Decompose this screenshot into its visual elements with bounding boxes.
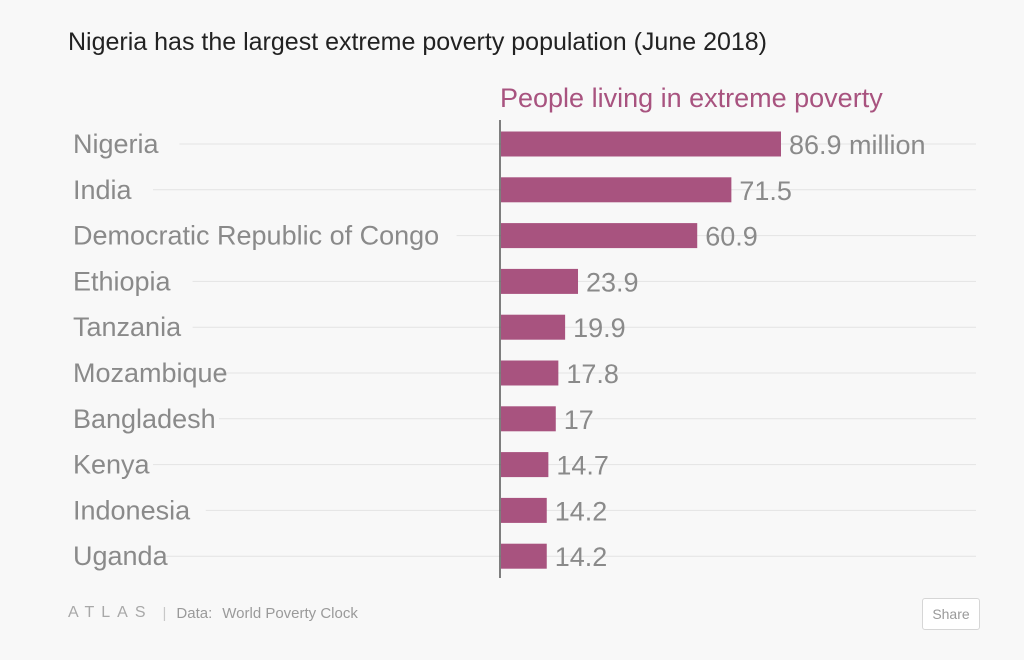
bar bbox=[501, 177, 732, 203]
bar-chart: Nigeria India Democratic Republic of Congo… bbox=[73, 83, 976, 578]
footer: ATLAS | Data: World Poverty Clock bbox=[68, 604, 358, 622]
bar bbox=[501, 314, 566, 340]
bar bbox=[501, 543, 547, 569]
footer-separator: | bbox=[162, 604, 167, 622]
value-label: 71.5 bbox=[739, 176, 792, 206]
value-label: 17.8 bbox=[566, 359, 619, 389]
gridlines bbox=[153, 143, 976, 557]
source-prefix: Data: bbox=[176, 604, 213, 622]
category-label: Ethiopia bbox=[73, 266, 172, 296]
value-label: 19.9 bbox=[573, 313, 626, 343]
bar bbox=[501, 268, 579, 294]
bar bbox=[501, 223, 698, 249]
value-label: 86.9 million bbox=[789, 130, 926, 160]
series-header: People living in extreme poverty bbox=[500, 83, 883, 113]
source-name: World Poverty Clock bbox=[222, 604, 358, 622]
value-label: 14.7 bbox=[556, 451, 609, 481]
category-label: Kenya bbox=[73, 450, 151, 480]
category-label: Democratic Republic of Congo bbox=[73, 221, 439, 251]
category-label: Tanzania bbox=[73, 312, 182, 342]
bar bbox=[501, 406, 556, 432]
bar bbox=[501, 131, 781, 157]
category-label: Indonesia bbox=[73, 495, 191, 525]
category-label: Bangladesh bbox=[73, 404, 216, 434]
value-labels: 86.9 million 71.5 60.9 23.9 19.9 17.8 17 14.7 14… bbox=[555, 130, 926, 572]
atlas-logo[interactable]: ATLAS bbox=[68, 604, 153, 621]
share-button[interactable]: Share bbox=[922, 598, 980, 630]
value-label: 17 bbox=[564, 405, 594, 435]
bars bbox=[501, 131, 781, 569]
value-label: 23.9 bbox=[586, 267, 639, 297]
category-labels: Nigeria India Democratic Republic of Congo… bbox=[73, 129, 439, 571]
category-label: Uganda bbox=[73, 541, 169, 571]
bar bbox=[501, 452, 549, 478]
bar bbox=[501, 497, 547, 523]
value-label: 14.2 bbox=[555, 496, 608, 526]
category-label: Mozambique bbox=[73, 358, 228, 388]
value-label: 14.2 bbox=[555, 542, 608, 572]
chart-title: Nigeria has the largest extreme poverty … bbox=[68, 28, 768, 56]
value-label: 60.9 bbox=[705, 222, 758, 252]
category-label: India bbox=[73, 175, 133, 205]
category-label: Nigeria bbox=[73, 129, 160, 159]
bar bbox=[501, 360, 559, 386]
